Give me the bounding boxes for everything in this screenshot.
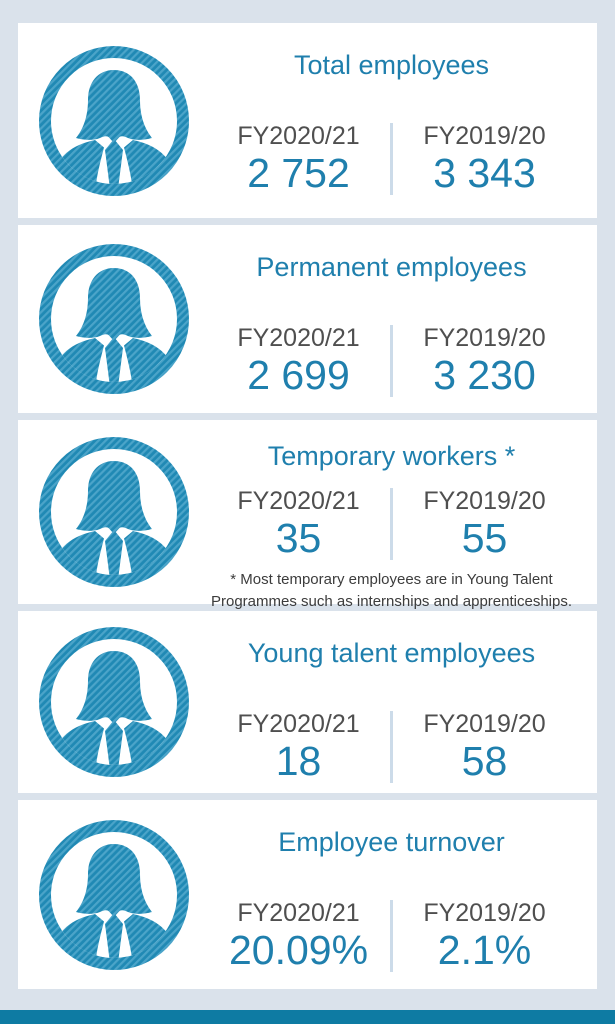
footnote: * Most temporary employees are in Young …	[211, 569, 572, 613]
panel-young-talent-employees: Young talent employees FY2020/21 18 FY20…	[18, 611, 597, 793]
panel-content: Total employees FY2020/21 2 752 FY2019/2…	[210, 23, 597, 218]
stat-label: FY2019/20	[423, 323, 546, 352]
woman-silhouette-icon	[38, 819, 190, 971]
stat-fy2020-21: FY2020/21 2 699	[211, 323, 386, 398]
panel-content: Temporary workers * FY2020/21 35 FY2019/…	[210, 420, 597, 609]
stats-row: FY2020/21 2 752 FY2019/20 3 343	[210, 121, 573, 196]
column-divider	[390, 899, 393, 972]
stats-row: FY2020/21 35 FY2019/20 55	[210, 486, 573, 561]
panel-list: Total employees FY2020/21 2 752 FY2019/2…	[18, 23, 597, 989]
bottom-bar	[0, 1010, 615, 1024]
stat-label: FY2019/20	[423, 121, 546, 150]
stat-value: 2 699	[247, 351, 350, 398]
stat-label: FY2020/21	[237, 709, 360, 738]
stat-fy2019-20: FY2019/20 58	[397, 709, 572, 784]
stat-value: 3 230	[433, 351, 536, 398]
panel-title: Employee turnover	[278, 827, 505, 857]
column-divider	[390, 122, 393, 195]
woman-silhouette-icon	[38, 243, 190, 395]
panel-content: Young talent employees FY2020/21 18 FY20…	[210, 611, 597, 793]
panel-temporary-workers: Temporary workers * FY2020/21 35 FY2019/…	[18, 420, 597, 610]
woman-silhouette-icon	[38, 626, 190, 778]
stat-value: 35	[275, 514, 322, 561]
stat-fy2019-20: FY2019/20 2.1%	[397, 898, 572, 973]
icon-column	[18, 225, 210, 413]
column-divider	[390, 710, 393, 783]
stat-label: FY2019/20	[423, 709, 546, 738]
icon-column	[18, 420, 210, 604]
woman-silhouette-icon	[38, 45, 190, 197]
stat-label: FY2019/20	[423, 486, 546, 515]
stat-fy2020-21: FY2020/21 20.09%	[211, 898, 386, 973]
stat-fy2020-21: FY2020/21 2 752	[211, 121, 386, 196]
stats-row: FY2020/21 2 699 FY2019/20 3 230	[210, 323, 573, 398]
column-divider	[390, 487, 393, 560]
panel-total-employees: Total employees FY2020/21 2 752 FY2019/2…	[18, 23, 597, 218]
stat-label: FY2020/21	[237, 486, 360, 515]
stat-fy2019-20: FY2019/20 55	[397, 486, 572, 561]
stat-value: 18	[275, 737, 322, 784]
footnote-line: Programmes such as internships and appre…	[210, 592, 573, 610]
stat-fy2019-20: FY2019/20 3 343	[397, 121, 572, 196]
stat-label: FY2020/21	[237, 323, 360, 352]
stat-value: 2.1%	[437, 926, 532, 973]
panel-title: Young talent employees	[247, 638, 536, 668]
stat-fy2020-21: FY2020/21 18	[211, 709, 386, 784]
icon-column	[18, 611, 210, 793]
stat-label: FY2020/21	[237, 121, 360, 150]
stat-fy2020-21: FY2020/21 35	[211, 486, 386, 561]
panel-content: Employee turnover FY2020/21 20.09% FY201…	[210, 800, 597, 989]
stat-value: 20.09%	[228, 926, 369, 973]
stat-value: 58	[461, 737, 508, 784]
panel-content: Permanent employees FY2020/21 2 699 FY20…	[210, 225, 597, 413]
stat-fy2019-20: FY2019/20 3 230	[397, 323, 572, 398]
footnote-line: * Most temporary employees are in Young …	[230, 570, 553, 588]
panel-title: Permanent employees	[256, 252, 527, 282]
panel-title: Total employees	[293, 50, 490, 80]
stat-value: 3 343	[433, 149, 536, 196]
icon-column	[18, 800, 210, 989]
column-divider	[390, 324, 393, 397]
woman-silhouette-icon	[38, 436, 190, 588]
panel-employee-turnover: Employee turnover FY2020/21 20.09% FY201…	[18, 800, 597, 989]
stats-row: FY2020/21 20.09% FY2019/20 2.1%	[210, 898, 573, 973]
stat-value: 2 752	[247, 149, 350, 196]
stats-row: FY2020/21 18 FY2019/20 58	[210, 709, 573, 784]
stat-label: FY2019/20	[423, 898, 546, 927]
panel-permanent-employees: Permanent employees FY2020/21 2 699 FY20…	[18, 225, 597, 413]
panel-title: Temporary workers *	[267, 441, 516, 471]
icon-column	[18, 23, 210, 218]
stat-value: 55	[461, 514, 508, 561]
stat-label: FY2020/21	[237, 898, 360, 927]
